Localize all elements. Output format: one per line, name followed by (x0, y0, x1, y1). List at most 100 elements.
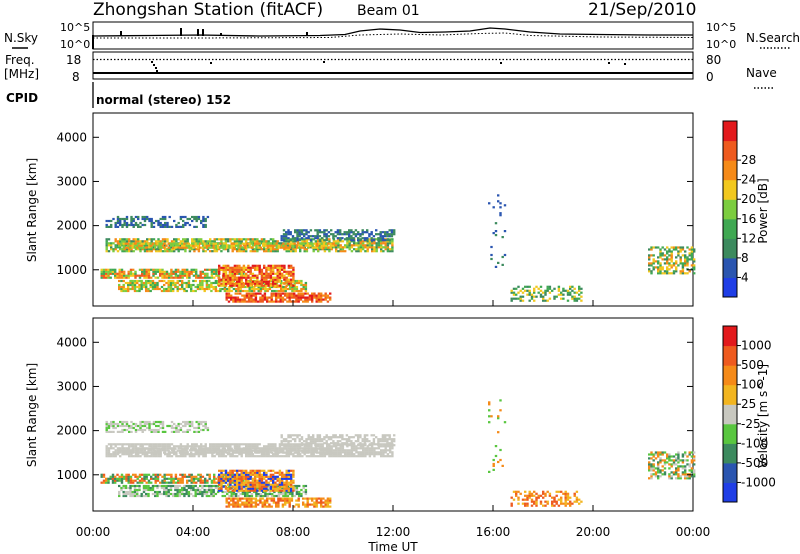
range-cell (151, 287, 155, 291)
range-cell (542, 299, 545, 302)
range-cell (212, 285, 215, 289)
range-cell (361, 440, 364, 443)
range-cell (350, 239, 353, 242)
range-cell (242, 481, 246, 484)
range-cell (218, 487, 221, 490)
range-cell (150, 422, 153, 426)
range-cell (143, 443, 147, 446)
range-cell (670, 264, 673, 267)
range-cell (292, 240, 295, 243)
range-cell (123, 240, 126, 243)
range-cell (142, 490, 146, 494)
range-cell (111, 481, 115, 484)
range-cell (186, 221, 189, 225)
range-cell (184, 250, 187, 253)
range-cell (346, 244, 349, 247)
range-cell (173, 240, 176, 243)
range-cell (218, 276, 221, 279)
range-cell (251, 455, 255, 458)
range-cell (230, 298, 233, 301)
range-cell (282, 233, 286, 236)
range-cell (217, 274, 220, 277)
freq-frame (92, 51, 694, 80)
range-cell (110, 445, 113, 448)
range-cell (242, 475, 246, 478)
range-cell (562, 287, 565, 290)
range-cell (314, 455, 318, 458)
range-cell (363, 239, 367, 242)
range-cell (292, 276, 295, 279)
range-cell (239, 289, 242, 293)
range-cell (225, 294, 228, 297)
range-cell (341, 248, 345, 251)
range-cell (222, 284, 225, 287)
range-cell (156, 242, 159, 245)
range-cell (199, 481, 202, 484)
range-cell (168, 276, 171, 279)
range-cell (569, 287, 572, 290)
range-cell (373, 250, 376, 253)
range-cell (242, 276, 246, 279)
range-cell (169, 289, 173, 293)
range-cell (229, 278, 232, 281)
range-cell (136, 274, 139, 277)
range-cell (129, 490, 132, 494)
range-cell (119, 430, 122, 433)
range-cell (259, 449, 263, 452)
range-cell (246, 447, 249, 450)
range-cell (263, 499, 267, 502)
range-cell (265, 274, 268, 277)
range-cell (190, 484, 193, 488)
range-cell (238, 284, 241, 287)
range-cell (143, 475, 146, 478)
range-cell (155, 443, 158, 446)
range-cell (227, 240, 230, 243)
range-cell (229, 453, 232, 456)
range-cell (654, 266, 658, 269)
range-cell (348, 233, 351, 236)
range-cell (310, 451, 313, 454)
range-cell (578, 293, 581, 296)
range-cell (138, 268, 142, 271)
range-cell (238, 278, 241, 281)
range-cell (179, 447, 183, 450)
range-cell (195, 276, 198, 279)
range-cell (229, 272, 232, 275)
range-cell (172, 477, 175, 480)
range-cell (245, 274, 248, 277)
range-cell (188, 420, 192, 424)
range-cell (191, 445, 194, 448)
range-cell (116, 430, 120, 433)
range-cell (124, 281, 128, 285)
range-cell (133, 486, 137, 490)
range-cell (304, 300, 307, 303)
range-cell (366, 229, 369, 232)
range-cell (121, 445, 124, 448)
range-cell (294, 237, 297, 240)
range-cell (307, 244, 310, 247)
range-cell (145, 274, 148, 277)
range-cell (179, 240, 183, 243)
range-cell (391, 455, 394, 458)
range-cell (289, 440, 292, 443)
range-cell (176, 449, 179, 452)
range-cell (105, 430, 108, 433)
range-cell (192, 244, 195, 247)
range-cell (679, 246, 682, 249)
range-cell (341, 237, 344, 240)
range-cell (110, 453, 113, 456)
range-cell (281, 499, 285, 502)
range-cell (370, 444, 373, 447)
range-cell (181, 490, 184, 494)
range-cell (197, 217, 201, 221)
range-cell (245, 268, 248, 271)
range-cell (227, 264, 230, 267)
range-cell (256, 282, 259, 285)
range-cell (138, 475, 142, 478)
range-cell (326, 497, 330, 500)
nsky-tick-lo-right: 10^0 (706, 38, 736, 51)
range-cell (257, 449, 260, 452)
range-cell (272, 489, 275, 492)
range-cell (260, 284, 264, 287)
